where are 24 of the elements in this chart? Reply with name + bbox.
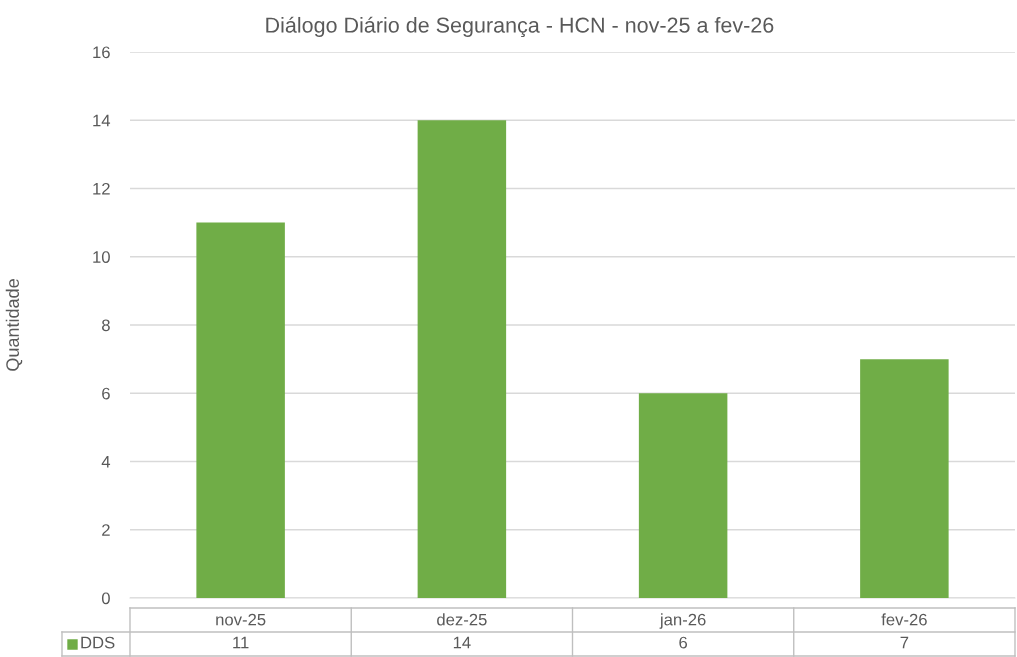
y-tick-label: 10 xyxy=(93,251,110,263)
data-label: 6 xyxy=(679,636,688,649)
data-label: 11 xyxy=(233,636,249,649)
y-tick-label: 4 xyxy=(101,456,111,468)
chart-title: Diálogo Diário de Segurança - HCN - nov-25 a fev-26 xyxy=(266,16,774,38)
x-tick-label: jan-26 xyxy=(659,613,706,629)
y-tick-label: 14 xyxy=(93,114,111,127)
y-tick-label: 0 xyxy=(101,592,110,605)
y-tick-label: 12 xyxy=(93,182,110,195)
y-tick-label: 6 xyxy=(102,387,110,400)
bar xyxy=(860,359,949,598)
bar xyxy=(417,120,507,598)
x-tick-label: nov-25 xyxy=(216,613,266,626)
x-tick-label: dez-25 xyxy=(437,613,487,626)
bar xyxy=(638,393,728,598)
x-tick-label: fev-26 xyxy=(881,613,927,626)
y-axis-title: Quantidade xyxy=(5,279,23,371)
bar xyxy=(196,222,285,598)
y-tick-label: 2 xyxy=(102,524,110,536)
legend-label: DDS xyxy=(81,636,115,649)
y-tick-label: 16 xyxy=(93,46,110,59)
y-tick-label: 8 xyxy=(102,319,110,332)
data-label: 14 xyxy=(453,636,471,649)
data-label: 7 xyxy=(900,636,909,649)
